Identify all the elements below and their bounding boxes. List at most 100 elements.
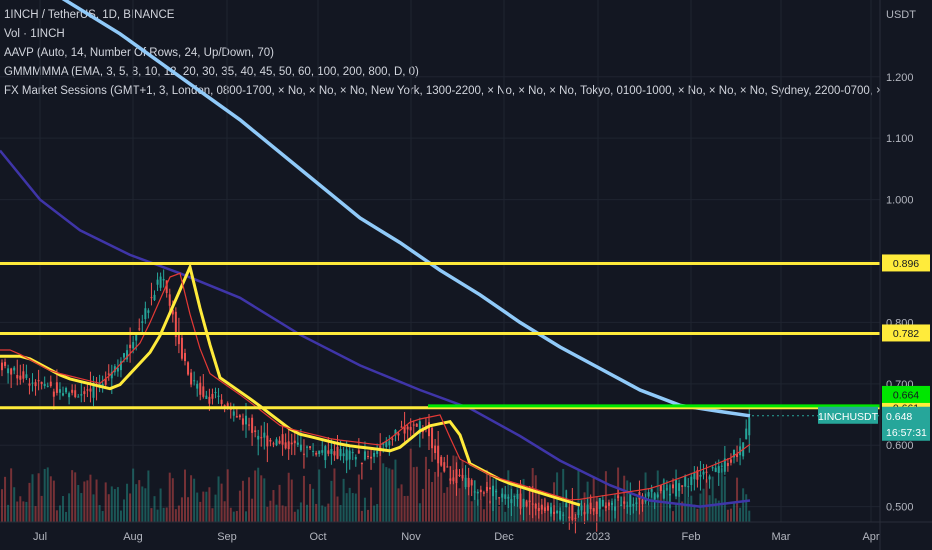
candle-body: [540, 504, 543, 510]
volume-bar: [647, 505, 650, 522]
candle-body: [241, 418, 244, 425]
volume-bar: [394, 459, 397, 522]
volume-bar: [257, 467, 260, 522]
volume-bar: [745, 494, 748, 522]
candle-body: [336, 446, 339, 459]
volume-bar: [83, 481, 86, 522]
volume-bar: [421, 488, 424, 522]
volume-bar: [632, 506, 635, 522]
candle-body: [528, 500, 531, 503]
time-tick-label: 2023: [586, 531, 610, 543]
price-axis[interactable]: USDT1.2001.1001.0000.9000.8000.7000.6000…: [818, 0, 932, 550]
candle-body: [403, 426, 406, 434]
volume-bar: [452, 455, 455, 522]
candle-body: [7, 368, 10, 374]
candle-body: [208, 396, 211, 404]
volume-bar: [98, 505, 101, 522]
volume-bar: [156, 509, 159, 522]
level-tag-label: 0.782: [893, 328, 919, 340]
volume-bar: [214, 494, 217, 522]
volume-bar: [296, 509, 299, 522]
volume-bar: [412, 467, 415, 522]
candle-body: [482, 492, 485, 494]
candle-body: [251, 417, 254, 433]
candle-body: [601, 499, 604, 507]
volume-bar: [141, 486, 144, 522]
price-tick-label: 1.100: [886, 133, 914, 145]
candle-body: [632, 503, 635, 507]
candle-body: [214, 392, 217, 394]
volume-bar: [147, 470, 150, 522]
volume-bar: [324, 506, 327, 522]
volume-bar: [306, 504, 308, 522]
legend-aavp[interactable]: AAVP (Auto, 14, Number Of Rows, 24, Up/D…: [4, 47, 274, 59]
volume-bar: [248, 477, 251, 522]
level-tag-label: 0.896: [893, 258, 919, 270]
candle-body: [156, 279, 159, 285]
candle-body: [150, 297, 153, 299]
volume-bar: [620, 496, 623, 522]
candle-body: [406, 426, 409, 430]
candle-body: [565, 503, 568, 508]
candle-body: [159, 276, 162, 288]
candle-body: [162, 279, 165, 281]
candle-body: [107, 373, 110, 375]
volume-bar: [110, 486, 113, 522]
candle-body: [278, 440, 281, 444]
candle-body: [184, 353, 186, 362]
candle-body: [220, 399, 223, 404]
level-tag: [882, 385, 930, 403]
volume-bar: [10, 468, 13, 522]
volume-bar: [34, 506, 37, 522]
volume-bar: [74, 472, 77, 522]
volume-bar: [736, 477, 739, 522]
candle-body: [531, 503, 534, 505]
candle-body: [13, 367, 16, 371]
time-axis[interactable]: Jul Aug Sep Oct Nov Dec 2023 Feb Mar Apr: [0, 521, 932, 543]
legend-volume[interactable]: Vol · 1INCH: [4, 28, 65, 40]
volume-bar: [406, 495, 409, 522]
volume-bar: [254, 470, 257, 522]
candle-body: [467, 477, 470, 488]
time-tick-label: Dec: [494, 531, 514, 543]
volume-bar: [266, 506, 269, 522]
candle-body: [428, 422, 430, 437]
price-tick-label: 1.200: [886, 72, 914, 84]
volume-bar: [577, 470, 580, 522]
candle-body: [440, 456, 443, 466]
volume-bar: [684, 479, 687, 522]
symbol-tag: [818, 406, 878, 424]
volume-bar: [92, 494, 95, 522]
volume-bar: [168, 472, 171, 522]
volume-bar: [46, 467, 49, 522]
volume-bar: [601, 509, 604, 522]
volume-bar: [357, 474, 360, 522]
volume-bar: [126, 483, 129, 522]
candle-body: [71, 389, 74, 393]
legend-gmma[interactable]: GMMMMMA (EMA, 3, 5, 8, 10, 12, 20, 30, 3…: [4, 66, 419, 78]
candle-body: [690, 476, 693, 485]
volume-bar: [180, 497, 183, 522]
volume-bar: [1, 489, 3, 522]
volume-bar: [321, 505, 324, 522]
candle-body: [83, 391, 86, 395]
candle-body: [696, 470, 699, 480]
candle-body: [379, 446, 382, 450]
candle-body: [452, 477, 455, 482]
candle-body: [476, 491, 479, 494]
candle-body: [199, 382, 202, 395]
candle-body: [537, 508, 540, 512]
candle-body: [16, 375, 19, 379]
volume-bar: [278, 484, 281, 522]
volume-bar: [525, 499, 528, 522]
volume-bar: [333, 468, 336, 522]
volume-bar: [77, 484, 80, 522]
candle-body: [342, 453, 345, 457]
volume-bar: [705, 479, 708, 522]
volume-bar: [592, 476, 595, 522]
candle-body: [705, 471, 708, 473]
price-axis-unit: USDT: [886, 9, 916, 21]
volume-bar: [312, 488, 315, 522]
volume-bar: [13, 487, 16, 522]
